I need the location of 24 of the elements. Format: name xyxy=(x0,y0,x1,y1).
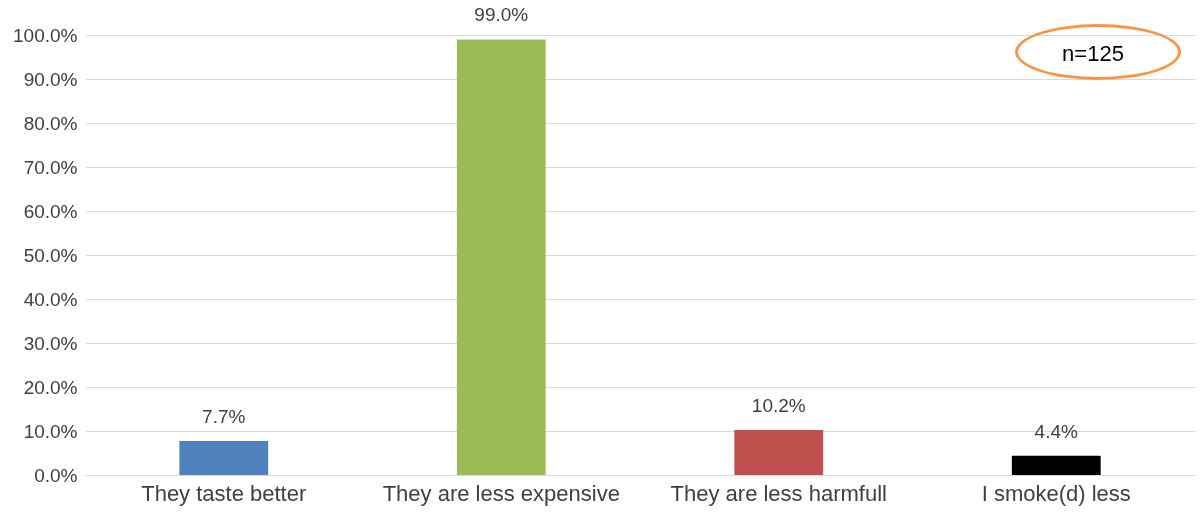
x-tick-label: I smoke(d) less xyxy=(981,480,1131,506)
annotation: n=125 xyxy=(1062,41,1124,66)
x-tick-label: They are less expensive xyxy=(382,480,620,506)
y-tick-label: 0.0% xyxy=(34,464,78,486)
x-tick-label: They taste better xyxy=(141,480,307,506)
y-tick-label: 10.0% xyxy=(23,420,78,442)
y-tick-label: 70.0% xyxy=(23,156,78,178)
bar xyxy=(1011,455,1101,475)
y-tick-label: 100.0% xyxy=(13,24,78,46)
bar xyxy=(456,39,546,475)
y-tick-label: 30.0% xyxy=(23,332,78,354)
y-tick-label: 80.0% xyxy=(23,112,78,134)
y-tick-label: 60.0% xyxy=(23,200,78,222)
y-tick-label: 50.0% xyxy=(23,244,78,266)
data-label: 10.2% xyxy=(751,395,806,417)
y-tick-label: 40.0% xyxy=(23,288,78,310)
bar xyxy=(734,430,824,475)
x-tick-label: They are less harmfull xyxy=(670,480,887,506)
data-label: 7.7% xyxy=(202,406,246,428)
data-label: 4.4% xyxy=(1034,420,1079,442)
y-tick-label: 20.0% xyxy=(23,376,78,398)
y-tick-label: 90.0% xyxy=(23,68,78,90)
data-label: 99.0% xyxy=(474,4,529,26)
bar xyxy=(179,441,269,475)
